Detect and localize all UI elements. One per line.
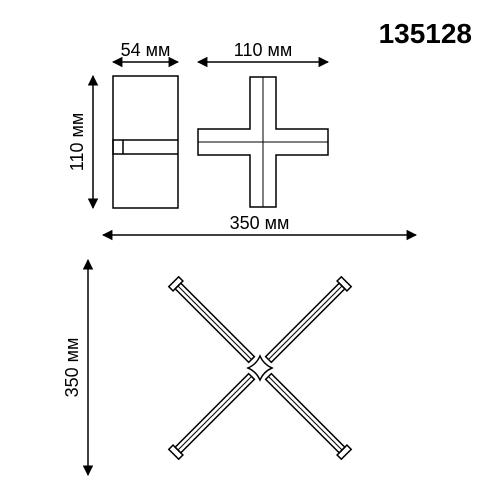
svg-text:110 мм: 110 мм bbox=[234, 40, 292, 60]
svg-text:54 мм: 54 мм bbox=[121, 40, 171, 60]
svg-text:350 мм: 350 мм bbox=[62, 338, 82, 398]
technical-drawing: 54 мм 110 мм 110 мм 350 мм 350 мм bbox=[0, 0, 500, 500]
svg-text:350 мм: 350 мм bbox=[230, 213, 290, 233]
part-number: 135128 bbox=[379, 18, 472, 50]
svg-text:110 мм: 110 мм bbox=[67, 113, 87, 171]
